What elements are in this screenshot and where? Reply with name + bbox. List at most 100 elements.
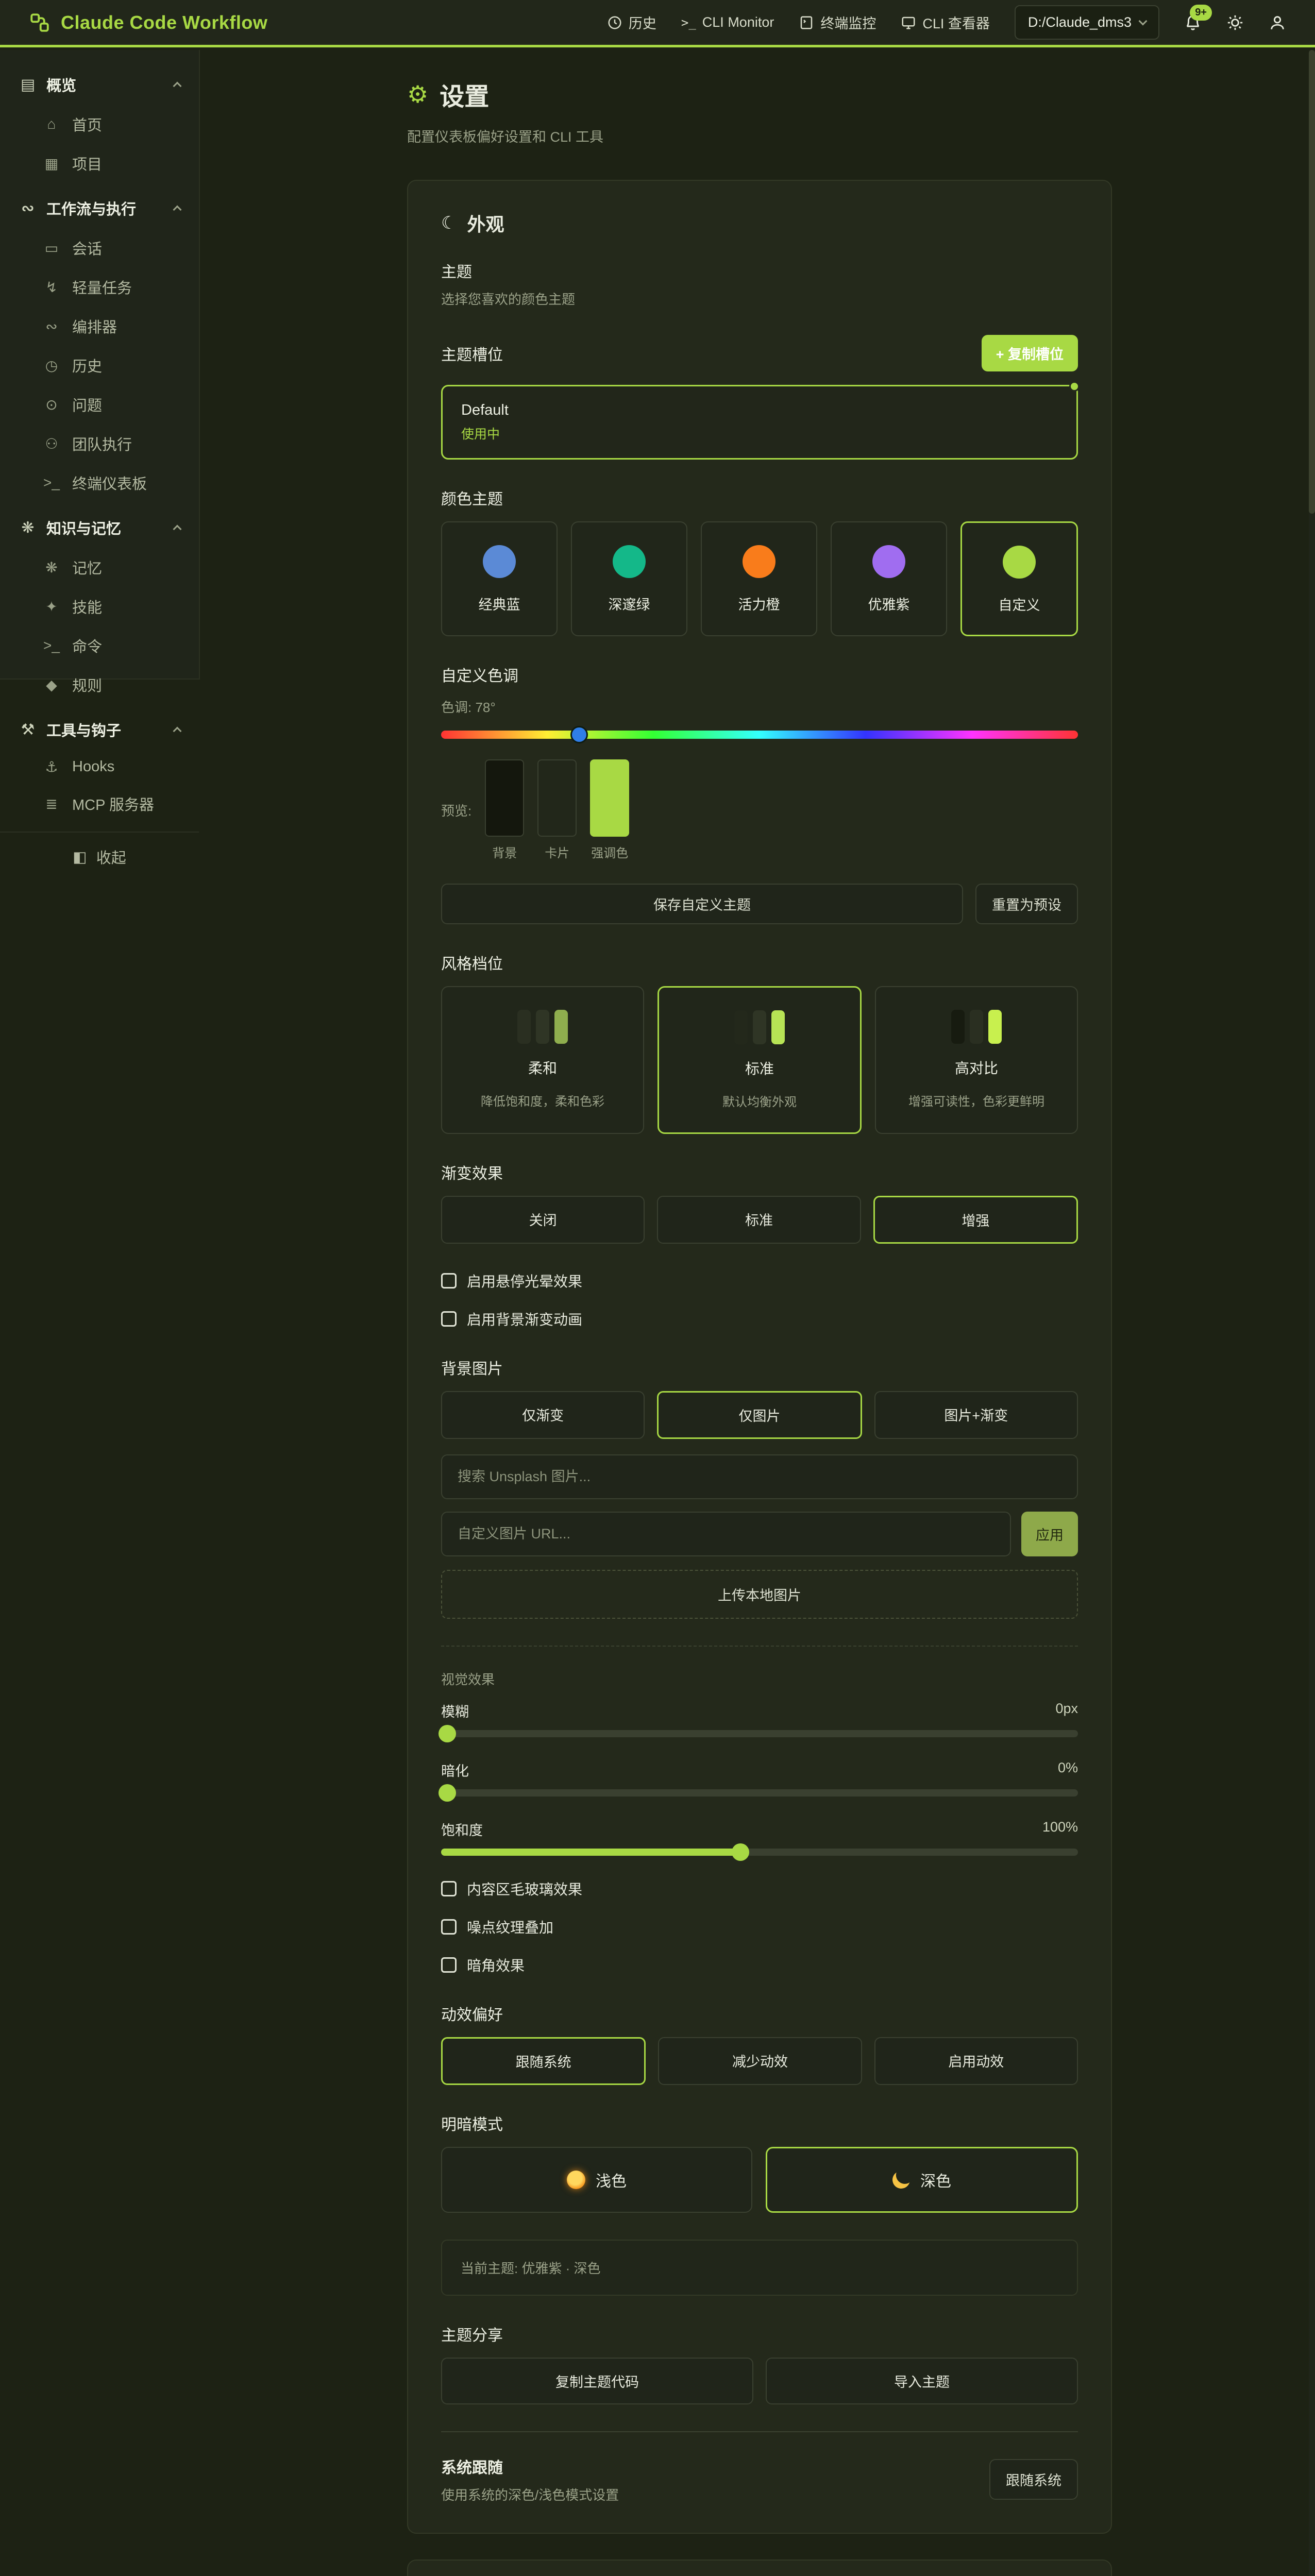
theme-option-vivid-orange[interactable]: 活力橙: [701, 521, 817, 636]
terminal-prompt-icon: >_: [43, 474, 60, 490]
saturation-value: 100%: [1042, 1819, 1078, 1835]
nav-terminal-monitor[interactable]: 终端监控: [799, 12, 876, 32]
page-subtitle: 配置仪表板偏好设置和 CLI 工具: [407, 129, 604, 145]
bg-mode-gradient-only[interactable]: 仅渐变: [441, 1391, 645, 1439]
sidebar-item-light-tasks[interactable]: ↯ 轻量任务: [11, 267, 188, 307]
hue-slider-thumb[interactable]: [570, 726, 588, 743]
theme-toggle-button[interactable]: [1226, 14, 1244, 31]
blur-slider[interactable]: [439, 1725, 1078, 1742]
motion-enabled[interactable]: 启用动效: [874, 2037, 1078, 2085]
sidebar-item-mcp-servers[interactable]: ≣ MCP 服务器: [11, 784, 188, 823]
blur-slider-thumb[interactable]: [439, 1725, 457, 1742]
moon-icon: [890, 2169, 912, 2191]
bg-mode-image-only[interactable]: 仅图片: [657, 1391, 862, 1439]
darken-slider[interactable]: [439, 1784, 1078, 1802]
sidebar-group-workflow[interactable]: ∾ 工作流与执行: [11, 188, 188, 228]
custom-image-url-input[interactable]: [441, 1512, 1011, 1556]
user-menu-button[interactable]: [1269, 14, 1286, 31]
follow-system-button[interactable]: 跟随系统: [989, 2459, 1078, 2500]
sun-icon: [567, 2171, 585, 2189]
style-tier-standard[interactable]: 标准 默认均衡外观: [658, 986, 862, 1134]
nav-cli-monitor[interactable]: >_ CLI Monitor: [681, 14, 774, 30]
save-custom-theme-button[interactable]: 保存自定义主题: [441, 884, 963, 924]
scrollbar[interactable]: [1309, 50, 1315, 2576]
sidebar-item-history[interactable]: ◷ 历史: [11, 346, 188, 385]
sidebar-item-home[interactable]: ⌂ 首页: [11, 105, 188, 144]
noise-texture-checkbox[interactable]: 噪点纹理叠加: [441, 1917, 1078, 1937]
card-icon: ▭: [44, 240, 59, 256]
hue-slider[interactable]: [441, 726, 1078, 743]
alert-circle-icon: ⊙: [45, 396, 58, 413]
sidebar-group-tools[interactable]: ⚒ 工具与钩子: [11, 709, 188, 750]
scrollbar-thumb[interactable]: [1309, 50, 1315, 514]
checkbox-icon: [441, 1273, 457, 1289]
sidebar-group-overview[interactable]: ▤ 概览: [11, 64, 188, 105]
nodes-icon: ∾: [45, 318, 58, 334]
sidebar-item-projects[interactable]: ▦ 项目: [11, 144, 188, 183]
sidebar-item-terminal-dashboard[interactable]: >_ 终端仪表板: [11, 463, 188, 502]
light-mode-button[interactable]: 浅色: [441, 2147, 752, 2213]
theme-option-classic-blue[interactable]: 经典蓝: [441, 521, 558, 636]
chevron-up-icon: [173, 205, 182, 214]
sidebar-item-team-exec[interactable]: ⚇ 团队执行: [11, 424, 188, 463]
top-bar: Claude Code Workflow 历史 >_ CLI Monitor 终…: [0, 0, 1315, 47]
notifications-button[interactable]: 9+: [1184, 4, 1212, 31]
saturation-slider[interactable]: [441, 1843, 1078, 1861]
import-theme-button[interactable]: 导入主题: [766, 2358, 1078, 2404]
gradient-off[interactable]: 关闭: [441, 1196, 645, 1244]
gradient-label: 渐变效果: [441, 1165, 503, 1182]
checkbox-icon: [441, 1881, 457, 1896]
glass-effect-checkbox[interactable]: 内容区毛玻璃效果: [441, 1878, 1078, 1899]
theme-option-elegant-purple[interactable]: 优雅紫: [831, 521, 947, 636]
bg-mode-image-gradient[interactable]: 图片+渐变: [874, 1391, 1078, 1439]
style-tier-high-contrast[interactable]: 高对比 增强可读性，色彩更鲜明: [875, 986, 1078, 1134]
sidebar-collapse-button[interactable]: ◧ 收起: [0, 832, 199, 881]
motion-reduced[interactable]: 减少动效: [658, 2037, 862, 2085]
sidebar-item-hooks[interactable]: ⚓ Hooks: [11, 750, 188, 784]
sidebar-item-skills[interactable]: ✦ 技能: [11, 587, 188, 626]
sun-icon: [1226, 14, 1244, 31]
sidebar-item-memory[interactable]: ❋ 记忆: [11, 548, 188, 587]
bars-icon: [951, 1010, 1002, 1044]
theme-option-deep-green[interactable]: 深邃绿: [571, 521, 687, 636]
saturation-slider-thumb[interactable]: [731, 1843, 749, 1861]
theme-option-custom[interactable]: 自定义: [960, 521, 1078, 636]
sidebar-item-orchestrator[interactable]: ∾ 编排器: [11, 307, 188, 346]
style-tier-soft[interactable]: 柔和 降低饱和度，柔和色彩: [441, 986, 644, 1134]
upload-local-image-button[interactable]: 上传本地图片: [441, 1570, 1078, 1619]
home-icon: ⌂: [47, 116, 56, 132]
collapse-panel-icon: ◧: [73, 849, 87, 866]
copy-theme-code-button[interactable]: 复制主题代码: [441, 2358, 753, 2404]
purple-swatch: [872, 545, 905, 578]
sidebar-item-sessions[interactable]: ▭ 会话: [11, 228, 188, 267]
bg-animation-checkbox[interactable]: 启用背景渐变动画: [441, 1309, 1078, 1329]
wrench-icon: ⚒: [21, 721, 35, 738]
sidebar-item-rules[interactable]: ◆ 规则: [11, 665, 188, 704]
project-selector[interactable]: D:/Claude_dms3: [1014, 5, 1159, 40]
motion-follow-system[interactable]: 跟随系统: [441, 2037, 646, 2085]
nav-cli-viewer[interactable]: CLI 查看器: [901, 12, 990, 32]
current-theme-info: 当前主题: 优雅紫 · 深色: [441, 2240, 1078, 2296]
chevron-up-icon: [173, 726, 182, 736]
vignette-checkbox[interactable]: 暗角效果: [441, 1955, 1078, 1975]
theme-slot-default[interactable]: Default 使用中: [441, 381, 1080, 460]
gradient-standard[interactable]: 标准: [657, 1196, 861, 1244]
apply-url-button[interactable]: 应用: [1021, 1512, 1078, 1556]
sidebar-item-issues[interactable]: ⊙ 问题: [11, 385, 188, 424]
chevron-down-icon: [1138, 16, 1148, 25]
darken-value: 0%: [1057, 1760, 1078, 1775]
copy-slot-button[interactable]: + 复制槽位: [981, 335, 1078, 371]
unsplash-search-input[interactable]: [441, 1454, 1078, 1499]
darken-slider-thumb[interactable]: [439, 1784, 457, 1802]
reset-preset-button[interactable]: 重置为预设: [975, 884, 1078, 924]
dark-mode-button[interactable]: 深色: [766, 2147, 1078, 2213]
lime-swatch: [1003, 546, 1036, 579]
sidebar-group-knowledge[interactable]: ❋ 知识与记忆: [11, 507, 188, 548]
bars-icon: [517, 1010, 568, 1044]
lightning-icon: ↯: [45, 279, 58, 295]
gradient-enhanced[interactable]: 增强: [873, 1196, 1078, 1244]
nav-history[interactable]: 历史: [607, 12, 656, 32]
hover-glow-checkbox[interactable]: 启用悬停光晕效果: [441, 1270, 1078, 1291]
app-logo[interactable]: Claude Code Workflow: [29, 12, 267, 33]
sidebar-item-commands[interactable]: >_ 命令: [11, 626, 188, 665]
